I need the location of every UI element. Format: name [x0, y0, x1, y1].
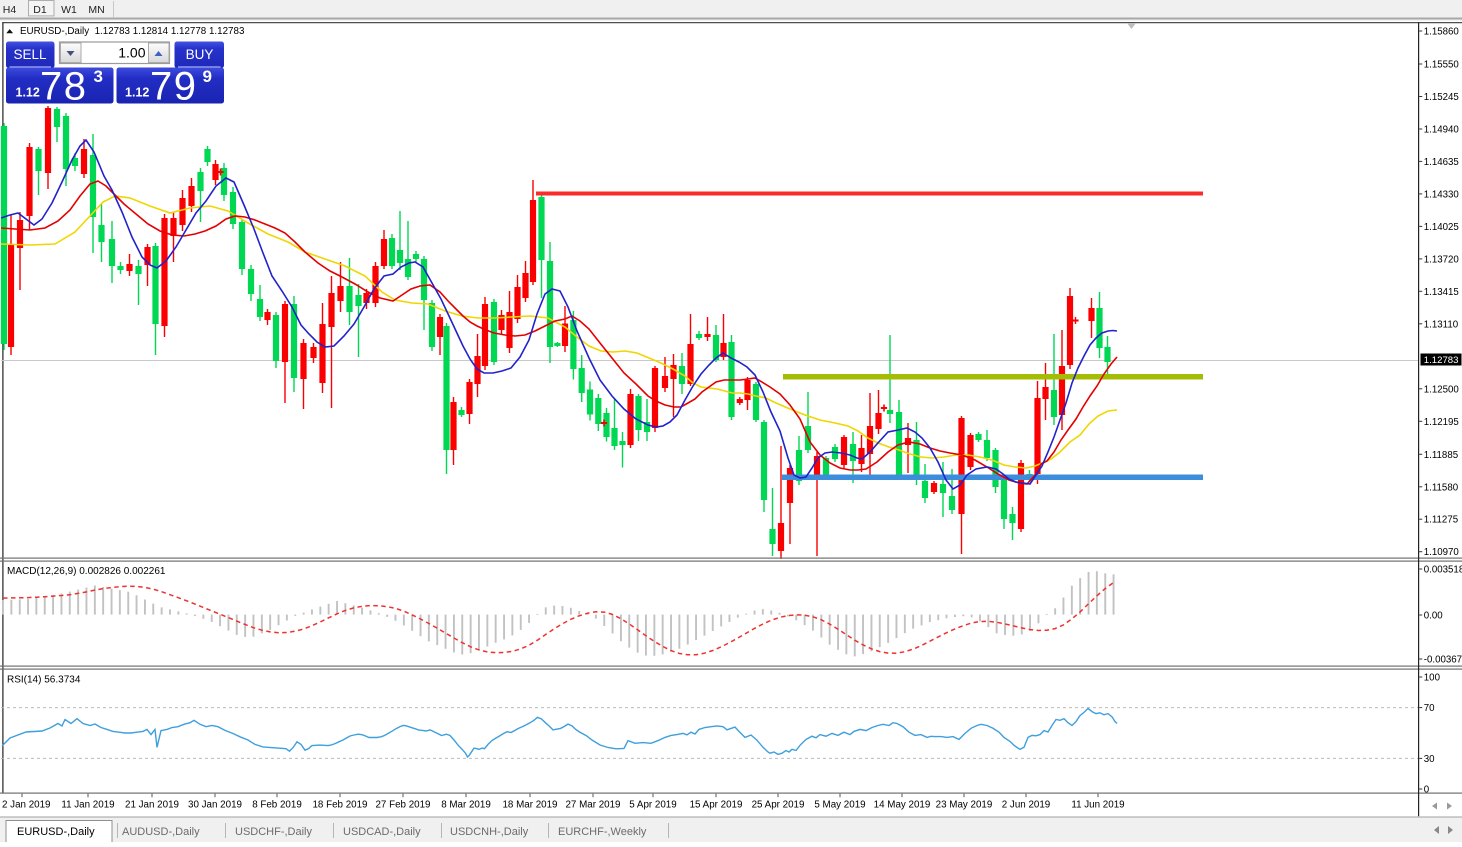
svg-text:1.11885: 1.11885 [1424, 450, 1458, 461]
svg-text:8 Feb 2019: 8 Feb 2019 [252, 800, 302, 811]
svg-text:EURCHF-,Weekly: EURCHF-,Weekly [558, 826, 647, 838]
svg-text:9: 9 [203, 67, 212, 86]
svg-text:70: 70 [1424, 703, 1435, 714]
svg-text:15 Apr 2019: 15 Apr 2019 [690, 800, 743, 811]
svg-text:H4: H4 [3, 4, 17, 16]
svg-text:SELL: SELL [13, 47, 47, 62]
svg-text:1.15245: 1.15245 [1424, 92, 1459, 103]
svg-text:USDCHF-,Daily: USDCHF-,Daily [235, 826, 313, 838]
svg-text:100: 100 [1424, 673, 1441, 684]
svg-text:0: 0 [1424, 785, 1430, 796]
svg-text:W1: W1 [61, 4, 77, 16]
svg-text:25 Apr 2019: 25 Apr 2019 [752, 800, 805, 811]
svg-text:21 Jan 2019: 21 Jan 2019 [125, 800, 179, 811]
svg-text:1.12195: 1.12195 [1424, 417, 1459, 428]
svg-text:18 Feb 2019: 18 Feb 2019 [312, 800, 367, 811]
svg-text:11 Jun 2019: 11 Jun 2019 [1071, 800, 1124, 811]
svg-text:11 Jan 2019: 11 Jan 2019 [61, 800, 114, 811]
svg-text:27 Feb 2019: 27 Feb 2019 [375, 800, 430, 811]
svg-text:1.12500: 1.12500 [1424, 384, 1460, 395]
svg-text:1.13415: 1.13415 [1424, 287, 1459, 298]
svg-text:5 May 2019: 5 May 2019 [814, 800, 865, 811]
svg-text:USDCAD-,Daily: USDCAD-,Daily [343, 826, 421, 838]
svg-text:1.13110: 1.13110 [1424, 319, 1459, 330]
svg-text:30 Jan 2019: 30 Jan 2019 [188, 800, 242, 811]
svg-text:RSI(14) 56.3734: RSI(14) 56.3734 [7, 675, 81, 686]
svg-text:1.15550: 1.15550 [1424, 60, 1460, 71]
svg-text:AUDUSD-,Daily: AUDUSD-,Daily [122, 826, 200, 838]
svg-text:1.12: 1.12 [125, 86, 149, 100]
svg-text:27 Mar 2019: 27 Mar 2019 [565, 800, 620, 811]
svg-text:1.15860: 1.15860 [1424, 27, 1460, 38]
svg-text:78: 78 [40, 65, 88, 109]
svg-text:1.11275: 1.11275 [1424, 515, 1458, 526]
svg-text:1.14025: 1.14025 [1424, 222, 1459, 233]
svg-text:23 May 2019: 23 May 2019 [936, 800, 993, 811]
svg-text:1.14635: 1.14635 [1424, 157, 1459, 168]
svg-text:D1: D1 [33, 4, 47, 16]
svg-text:1.10970: 1.10970 [1424, 547, 1460, 558]
svg-text:79: 79 [150, 65, 198, 109]
svg-text:18 Mar 2019: 18 Mar 2019 [502, 800, 557, 811]
svg-text:2 Jan 2019: 2 Jan 2019 [2, 800, 50, 811]
svg-text:1.13720: 1.13720 [1424, 254, 1460, 265]
svg-text:EURUSD-,Daily: EURUSD-,Daily [17, 826, 95, 838]
svg-text:14 May 2019: 14 May 2019 [874, 800, 931, 811]
svg-text:BUY: BUY [186, 47, 214, 62]
svg-text:1.12783: 1.12783 [1424, 355, 1459, 366]
svg-text:1.14330: 1.14330 [1424, 189, 1460, 200]
svg-text:3: 3 [94, 67, 103, 86]
svg-text:-0.00367: -0.00367 [1424, 655, 1462, 666]
svg-text:0.003518: 0.003518 [1424, 565, 1462, 576]
svg-text:5 Apr 2019: 5 Apr 2019 [629, 800, 676, 811]
svg-text:1.14940: 1.14940 [1424, 125, 1460, 136]
svg-text:MACD(12,26,9) 0.002826 0.00226: MACD(12,26,9) 0.002826 0.002261 [7, 566, 166, 577]
svg-text:1.00: 1.00 [118, 45, 145, 61]
svg-text:0.00: 0.00 [1424, 611, 1443, 622]
svg-text:EURUSD-,Daily 1.12783 1.12814: EURUSD-,Daily 1.12783 1.12814 1.12778 1.… [20, 26, 245, 37]
svg-text:8 Mar 2019: 8 Mar 2019 [441, 800, 491, 811]
svg-text:1.11580: 1.11580 [1424, 482, 1459, 493]
svg-text:2 Jun 2019: 2 Jun 2019 [1002, 800, 1050, 811]
svg-text:30: 30 [1424, 754, 1435, 765]
svg-text:1.12: 1.12 [16, 86, 40, 100]
svg-text:USDCNH-,Daily: USDCNH-,Daily [450, 826, 529, 838]
svg-text:MN: MN [88, 4, 104, 16]
